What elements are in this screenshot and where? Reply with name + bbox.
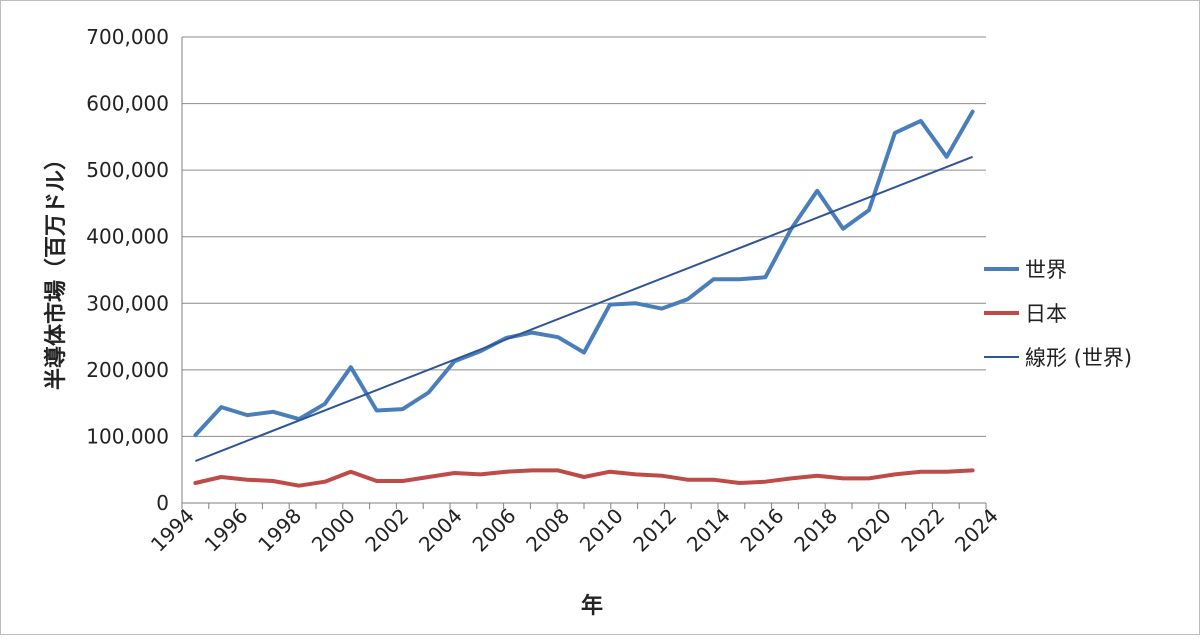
y-axis-title: 半導体市場（百万ドル） bbox=[43, 148, 69, 390]
series-line-1 bbox=[195, 470, 972, 485]
y-tick-label: 600,000 bbox=[86, 92, 169, 116]
x-tick-label: 1994 bbox=[146, 504, 199, 557]
legend-label: 世界 bbox=[1025, 258, 1067, 282]
x-tick-label: 2006 bbox=[468, 504, 521, 557]
y-tick-label: 700,000 bbox=[86, 25, 169, 49]
series-line-trend bbox=[195, 157, 972, 461]
y-tick-label: 0 bbox=[156, 491, 169, 515]
x-tick-label: 1996 bbox=[200, 504, 253, 557]
x-tick-label: 1998 bbox=[253, 504, 306, 557]
x-tick-label: 2004 bbox=[414, 504, 467, 557]
series-line-0 bbox=[195, 112, 972, 436]
x-tick-label: 2010 bbox=[575, 504, 628, 557]
y-tick-label: 500,000 bbox=[86, 158, 169, 182]
legend-label: 線形 (世界) bbox=[1025, 346, 1132, 370]
x-tick-label: 2020 bbox=[843, 504, 896, 557]
y-tick-label: 400,000 bbox=[86, 225, 169, 249]
x-tick-label: 2018 bbox=[789, 504, 842, 557]
x-tick-label: 2024 bbox=[950, 504, 1003, 557]
y-tick-labels: 0 100,000 200,000 300,000 400,000 500,000 600,… bbox=[86, 25, 169, 515]
x-tick-label: 2012 bbox=[628, 504, 681, 557]
x-tick-label: 2014 bbox=[682, 504, 735, 557]
grid-lines bbox=[182, 37, 986, 509]
x-tick-label: 2000 bbox=[307, 504, 360, 557]
x-tick-label: 2016 bbox=[736, 504, 789, 557]
y-tick-label: 200,000 bbox=[86, 358, 169, 382]
plot-area bbox=[195, 112, 972, 486]
y-tick-label: 300,000 bbox=[86, 291, 169, 315]
x-tick-label: 2008 bbox=[521, 504, 574, 557]
legend-label: 日本 bbox=[1025, 302, 1067, 326]
x-tick-label: 2002 bbox=[360, 504, 413, 557]
x-axis-title: 年 bbox=[581, 593, 603, 619]
y-tick-label: 100,000 bbox=[86, 424, 169, 448]
x-tick-label: 2022 bbox=[896, 504, 949, 557]
